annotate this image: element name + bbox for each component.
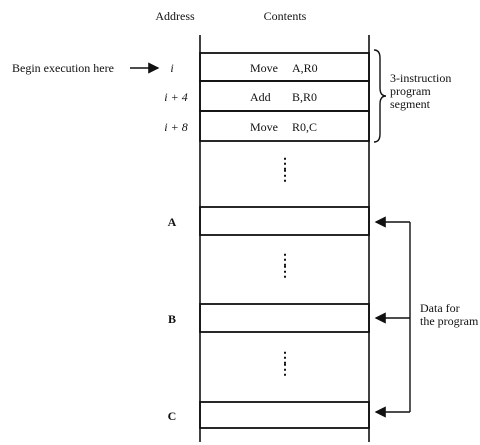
ellipsis-2: ⋮ bbox=[278, 253, 292, 268]
memory-word-b bbox=[199, 303, 370, 333]
address-b: B bbox=[168, 312, 176, 326]
ellipses: ⋮ ⋮ ⋮ ⋮ ⋮ ⋮ bbox=[278, 157, 292, 378]
data-arrows bbox=[374, 216, 411, 418]
address-labels: i i + 4 i + 8 A B C bbox=[164, 61, 187, 423]
data-note: Data for the program bbox=[420, 301, 479, 328]
memory-word-a bbox=[199, 206, 370, 236]
instr-operands-0: A,R0 bbox=[292, 61, 318, 75]
segment-note-line-1: 3-instruction bbox=[390, 71, 451, 85]
address-i-plus-4: i + 4 bbox=[164, 90, 187, 104]
segment-note-line-2: program bbox=[390, 84, 431, 98]
memory-word-i-plus-8 bbox=[199, 110, 370, 142]
ellipsis-1: ⋮ bbox=[278, 157, 292, 172]
address-i-plus-8: i + 8 bbox=[164, 120, 187, 134]
address-c: C bbox=[168, 409, 177, 423]
instruction-contents: Move A,R0 Add B,R0 Move R0,C bbox=[250, 61, 318, 134]
contents-header: Contents bbox=[264, 9, 307, 23]
memory-word-c bbox=[199, 401, 370, 429]
address-header: Address bbox=[155, 9, 195, 23]
ellipsis-3: ⋮ bbox=[278, 351, 292, 366]
ellipsis-2b: ⋮ bbox=[278, 265, 292, 280]
memory-word-i bbox=[199, 52, 370, 82]
instr-operands-1: B,R0 bbox=[292, 90, 317, 104]
address-i: i bbox=[170, 61, 173, 75]
segment-brace bbox=[373, 49, 387, 143]
ellipsis-1b: ⋮ bbox=[278, 169, 292, 184]
memory-words bbox=[199, 52, 370, 429]
memory-word-i-plus-4 bbox=[199, 80, 370, 112]
instr-op-0: Move bbox=[250, 61, 278, 75]
data-note-line-1: Data for bbox=[420, 301, 460, 315]
segment-note-line-3: segment bbox=[390, 97, 431, 111]
instr-op-2: Move bbox=[250, 120, 278, 134]
data-note-line-2: the program bbox=[420, 314, 479, 328]
begin-execution-label: Begin execution here bbox=[12, 61, 114, 75]
address-a: A bbox=[168, 215, 177, 229]
memory-column bbox=[199, 35, 370, 442]
instr-operands-2: R0,C bbox=[292, 120, 317, 134]
instr-op-1: Add bbox=[250, 90, 271, 104]
ellipsis-3b: ⋮ bbox=[278, 363, 292, 378]
segment-note: 3-instruction program segment bbox=[390, 71, 451, 111]
